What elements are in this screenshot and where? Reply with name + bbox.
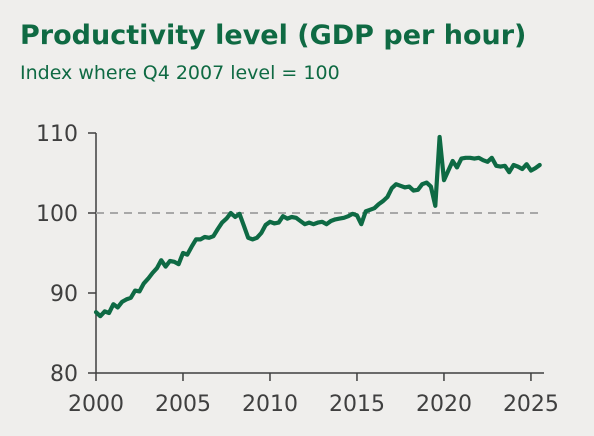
x-tick-label: 2020 xyxy=(416,392,472,417)
x-tick-label: 2010 xyxy=(242,392,298,417)
y-tick-label: 100 xyxy=(36,202,78,227)
series-line-productivity xyxy=(93,134,542,319)
y-tick-label: 110 xyxy=(36,122,78,147)
x-tick-label: 2005 xyxy=(155,392,211,417)
axes: 80 90 100 110 2000 2005 2010 2015 2020 2025 xyxy=(36,122,559,417)
x-tick-label: 2000 xyxy=(68,392,124,417)
series-layer xyxy=(93,134,542,319)
chart-subtitle: Index where Q4 2007 level = 100 xyxy=(20,62,340,84)
y-tick-label: 80 xyxy=(50,362,78,387)
x-tick-label: 2025 xyxy=(503,392,559,417)
chart-title: Productivity level (GDP per hour) xyxy=(20,20,527,51)
y-tick-label: 90 xyxy=(50,282,78,307)
x-tick-label: 2015 xyxy=(329,392,385,417)
